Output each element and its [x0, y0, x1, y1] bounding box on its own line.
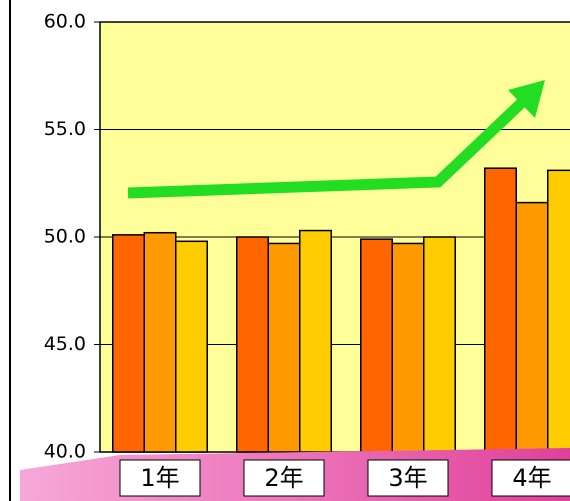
x-tick-label: 2年 [264, 464, 303, 492]
bar [143, 231, 177, 453]
bar [484, 167, 517, 453]
y-tick-label: 60.0 [44, 11, 86, 33]
x-label-box [243, 459, 325, 497]
bar [391, 242, 425, 453]
bar [236, 236, 269, 453]
x-label-box [119, 459, 201, 497]
y-tick-label: 50.0 [44, 226, 86, 248]
bar [515, 201, 549, 453]
x-tick-label: 1年 [140, 464, 179, 492]
bar [547, 169, 570, 453]
x-tick-label: 4年 [512, 464, 551, 492]
bar [299, 229, 332, 453]
y-tick-label: 55.0 [44, 118, 86, 140]
bar [175, 240, 208, 453]
y-tick-label: 45.0 [44, 333, 86, 355]
y-tick-label: 40.0 [44, 441, 86, 463]
trend-arrow-head [508, 80, 545, 118]
x-tick-label: 3年 [388, 464, 427, 492]
trend-arrow [127, 88, 537, 199]
x-label-box [367, 459, 449, 497]
bar [423, 236, 456, 453]
bar [112, 234, 145, 453]
x-label-box [491, 459, 570, 497]
bar [360, 238, 393, 453]
bar [267, 242, 301, 453]
